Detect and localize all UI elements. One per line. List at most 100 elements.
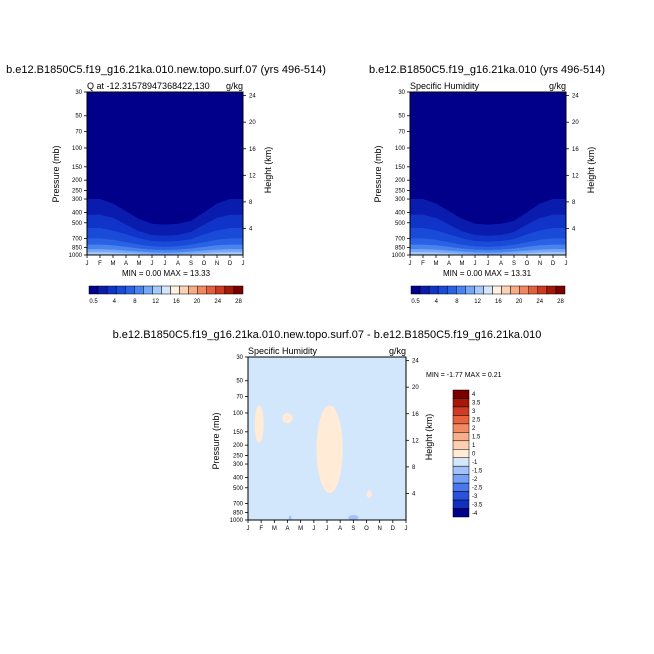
top-right-units: g/kg <box>549 81 566 91</box>
x-tick-label-3: A <box>124 261 128 267</box>
bottom-units: g/kg <box>389 346 406 356</box>
y-tick-label-50: 50 <box>236 379 243 385</box>
x-tick-label-6: J <box>487 261 490 267</box>
x-tick-label-9: O <box>202 261 207 267</box>
colorbar-swatch-7 <box>474 285 484 295</box>
colorbar-swatch-12 <box>519 285 530 295</box>
y-tick-label-150: 150 <box>233 430 244 436</box>
colorbar-swatch-0 <box>452 389 470 399</box>
x-tick-label-8: S <box>512 261 516 267</box>
x-tick-label-12: J <box>565 261 568 267</box>
colorbar-label-1: 3.5 <box>472 401 481 407</box>
y-tick-label-400: 400 <box>72 210 83 216</box>
colorbar-swatch-12 <box>197 285 208 295</box>
top-right-ylabel-right: Height (km) <box>586 147 596 194</box>
y-tick-label-400: 400 <box>395 210 406 216</box>
colorbar-swatch-3 <box>115 285 126 295</box>
colorbar-swatch-2 <box>106 285 117 295</box>
x-tick-label-7: A <box>338 526 342 532</box>
height-tick-label-8: 8 <box>249 200 253 206</box>
colorbar-label-1: 4 <box>435 299 439 305</box>
height-tick-label-20: 20 <box>412 385 419 391</box>
colorbar-label-8: -1 <box>472 460 478 466</box>
x-tick-label-4: M <box>460 261 465 267</box>
colorbar-swatch-11 <box>510 285 520 295</box>
y-tick-label-700: 700 <box>395 236 406 242</box>
y-tick-label-70: 70 <box>236 394 243 400</box>
colorbar-label-2: 8 <box>133 299 137 305</box>
colorbar-label-3: 12 <box>474 299 481 305</box>
y-tick-label-50: 50 <box>75 114 82 120</box>
top-left-main-title: b.e12.B1850C5.f19_g16.21ka.010.new.topo.… <box>6 64 326 76</box>
x-tick-label-10: N <box>377 526 381 532</box>
x-tick-label-2: M <box>434 261 439 267</box>
colorbar-swatch-3 <box>452 415 470 425</box>
y-tick-label-150: 150 <box>395 165 406 171</box>
colorbar-swatch-8 <box>452 457 470 467</box>
x-tick-label-2: M <box>111 261 116 267</box>
colorbar-swatch-14 <box>452 508 470 518</box>
colorbar-label-6: 24 <box>536 299 543 305</box>
y-tick-label-850: 850 <box>395 245 406 251</box>
y-tick-label-500: 500 <box>72 221 83 227</box>
contour-fill-12 <box>87 252 243 255</box>
colorbar-swatch-8 <box>161 285 171 295</box>
x-tick-label-5: J <box>151 261 154 267</box>
x-tick-label-3: A <box>447 261 451 267</box>
height-tick-label-4: 4 <box>572 226 576 232</box>
x-tick-label-11: D <box>391 526 396 532</box>
colorbar-label-4: 16 <box>173 299 180 305</box>
colorbar-swatch-4 <box>452 423 470 433</box>
y-tick-label-250: 250 <box>72 189 83 195</box>
colorbar-swatch-16 <box>555 285 566 295</box>
top-left-ylabel-right: Height (km) <box>263 147 273 194</box>
positive-region-2 <box>316 405 343 494</box>
colorbar-label-3: 2.5 <box>472 418 481 424</box>
x-tick-label-1: F <box>98 261 102 267</box>
y-tick-label-700: 700 <box>233 501 244 507</box>
y-tick-label-400: 400 <box>233 475 244 481</box>
y-tick-label-300: 300 <box>395 197 406 203</box>
y-tick-label-50: 50 <box>398 114 405 120</box>
y-tick-label-1000: 1000 <box>69 253 83 259</box>
colorbar-swatch-6 <box>465 285 475 295</box>
top-right-colorbar: 0.5 4 8 12 16 20 24 28 <box>410 285 566 305</box>
colorbar-label-6: 24 <box>214 299 221 305</box>
colorbar-swatch-7 <box>152 285 162 295</box>
contour-fills <box>248 357 406 520</box>
colorbar-swatch-15 <box>546 285 557 295</box>
height-tick-label-4: 4 <box>249 226 253 232</box>
y-tick-label-1000: 1000 <box>392 253 406 259</box>
x-tick-label-6: J <box>326 526 329 532</box>
top-left-units: g/kg <box>226 81 243 91</box>
contour-fills <box>87 92 243 255</box>
top-right-left-string: Specific Humidity <box>410 81 480 91</box>
colorbar-label-5: 1.5 <box>472 435 481 441</box>
height-tick-label-20: 20 <box>249 120 256 126</box>
colorbar-label-5: 20 <box>194 299 201 305</box>
colorbar-label-1: 4 <box>113 299 117 305</box>
height-tick-label-12: 12 <box>572 173 579 179</box>
top-right-main-title: b.e12.B1850C5.f19_g16.21ka.010 (yrs 496-… <box>369 64 605 76</box>
top-left-left-string: Q at -12.31578947368422,130 <box>87 81 210 91</box>
y-tick-label-30: 30 <box>75 90 82 96</box>
colorbar-swatch-9 <box>492 285 502 295</box>
negative-region-0 <box>288 515 292 520</box>
positive-region-1 <box>282 412 293 424</box>
colorbar-swatch-8 <box>483 285 493 295</box>
colorbar-swatch-15 <box>224 285 235 295</box>
x-tick-label-8: S <box>189 261 193 267</box>
contour-fill-12 <box>410 252 566 255</box>
height-tick-label-12: 12 <box>412 438 419 444</box>
height-tick-label-16: 16 <box>249 147 256 153</box>
bottom-plot: 30 50 70 100 150 200 250 300 400 500 700 850 1000 24 2… <box>230 355 420 532</box>
height-tick-label-8: 8 <box>572 200 576 206</box>
colorbar-label-2: 8 <box>455 299 459 305</box>
colorbar-label-0: 0.5 <box>411 299 420 305</box>
top-right-ylabel: Pressure (mb) <box>373 145 383 202</box>
y-tick-label-300: 300 <box>233 462 244 468</box>
colorbar-label-9: -1.5 <box>472 468 483 474</box>
top-right-plot: 30 50 70 100 150 200 250 300 400 500 700 850 1000 24 2… <box>392 90 580 267</box>
colorbar-swatch-13 <box>206 285 217 295</box>
top-left-minmax: MIN = 0.00 MAX = 13.33 <box>122 269 211 278</box>
